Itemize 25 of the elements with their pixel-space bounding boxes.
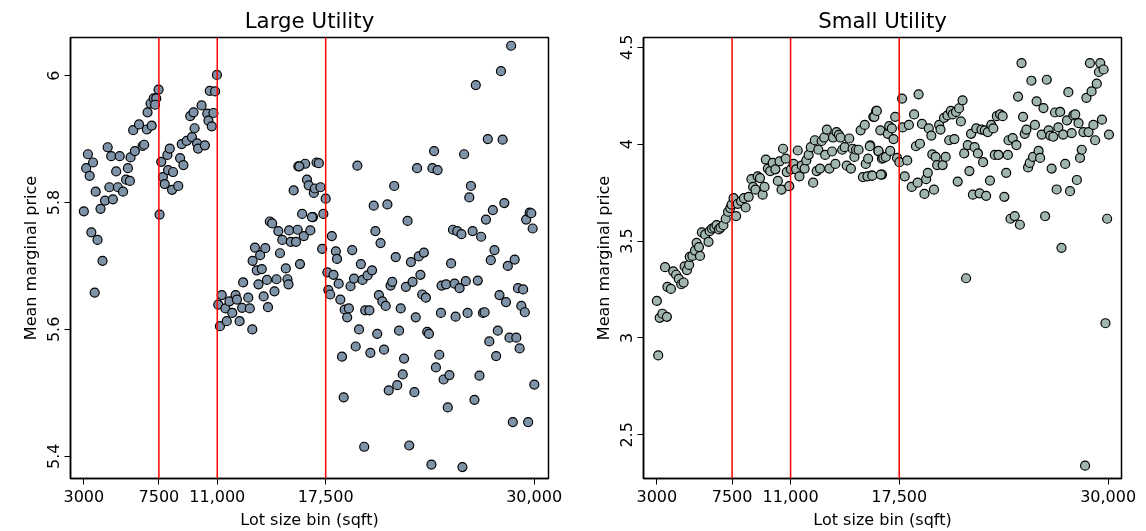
- chart-title: Large Utility: [244, 7, 375, 33]
- y-axis-title: Mean marginal price: [20, 175, 40, 341]
- x-axis-title: Lot size bin (sqft): [240, 509, 379, 529]
- y-tick-label: 5.8: [44, 189, 64, 216]
- y-tick-label: 5.4: [44, 443, 64, 470]
- x-tick-label: 11,000: [189, 486, 246, 506]
- x-tick-label: 30,000: [1080, 486, 1137, 506]
- x-tick-label: 30,000: [506, 486, 563, 506]
- y-tick-label: 6: [44, 70, 64, 81]
- y-tick-label: 3.5: [617, 228, 637, 254]
- y-tick-label: 4.5: [617, 34, 637, 60]
- x-tick-label: 7500: [711, 486, 753, 506]
- x-tick-label: 3000: [63, 486, 105, 506]
- y-tick-label: 2.5: [617, 422, 637, 448]
- chart-title: Small Utility: [818, 7, 947, 33]
- x-tick-label: 7500: [138, 486, 180, 506]
- x-axis-title: Lot size bin (sqft): [813, 509, 952, 529]
- x-tick-label: 3000: [636, 486, 678, 506]
- y-tick-label: 5.6: [44, 316, 64, 343]
- y-tick-label: 4: [617, 139, 637, 150]
- y-axis-title: Mean marginal price: [593, 175, 613, 341]
- x-tick-label: 17,500: [297, 486, 354, 506]
- x-tick-label: 17,500: [871, 486, 928, 506]
- x-tick-label: 11,000: [762, 486, 819, 506]
- y-tick-label: 3: [617, 332, 637, 344]
